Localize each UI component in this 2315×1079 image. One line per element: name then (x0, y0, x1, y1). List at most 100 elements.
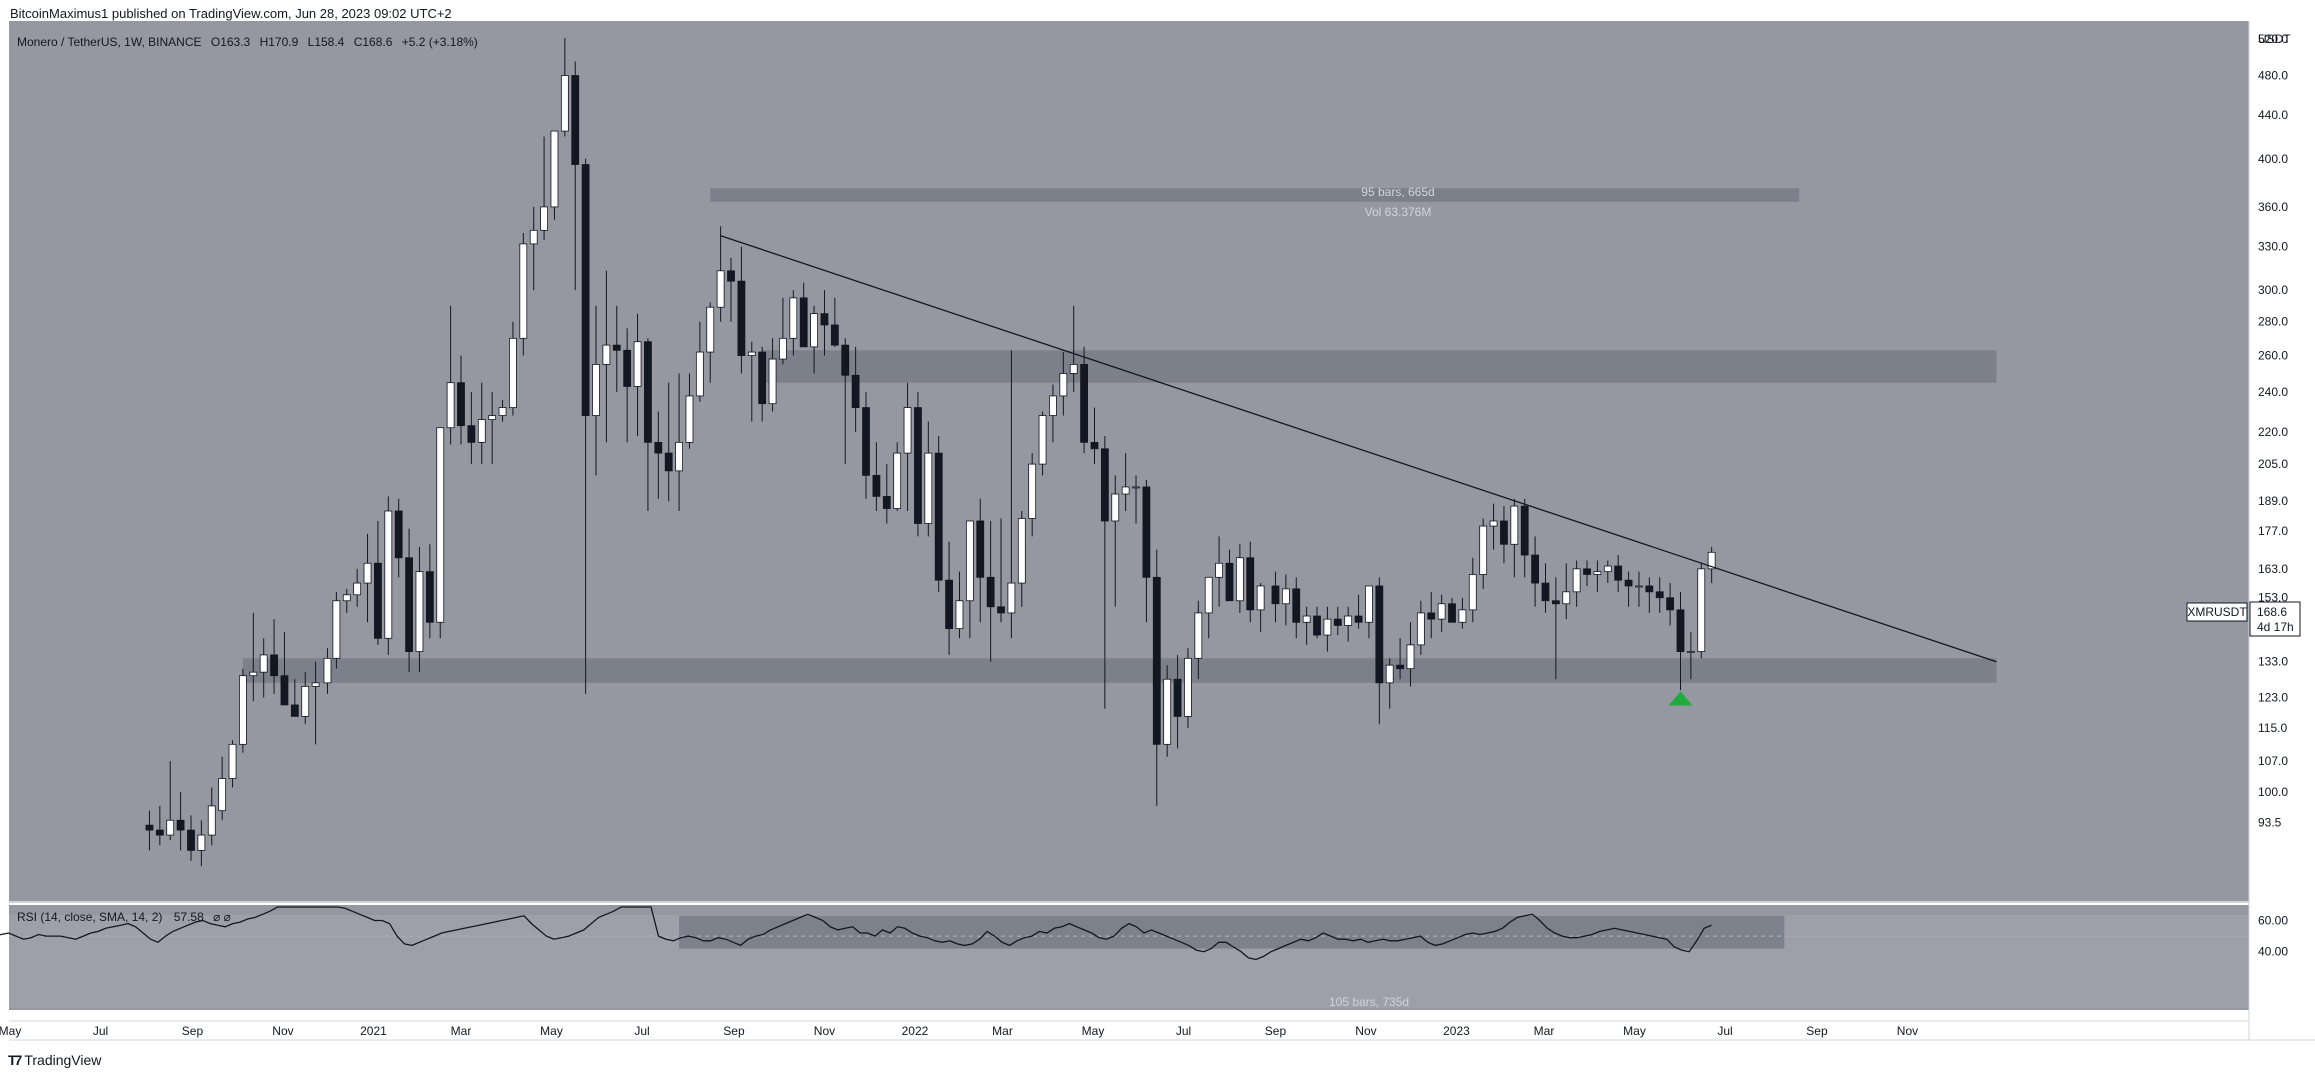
candle-body (664, 452, 673, 472)
candle-body (1406, 644, 1415, 670)
rsi-tick-label: 40.00 (2258, 945, 2288, 959)
time-tick-label: Jul (1717, 1024, 1732, 1038)
price-label: XMRUSDT 168.6 4d 17h (2186, 601, 2301, 637)
candle-body (1225, 562, 1234, 602)
time-tick-label: May (1082, 1024, 1105, 1038)
candle-body (1256, 585, 1265, 611)
candle-body (187, 829, 195, 851)
candle-body (457, 382, 465, 427)
publisher-line: BitcoinMaximus1 published on TradingView… (10, 6, 452, 21)
range-annotation-volume: Vol 63.376M (1365, 205, 1432, 219)
price-axis-unit: USDT (2258, 32, 2291, 46)
candle-body (498, 407, 507, 416)
candle-body (311, 682, 320, 687)
price-tick-label: 107.0 (2258, 754, 2288, 768)
zone-1 (710, 188, 1800, 202)
candle-body (1427, 612, 1436, 620)
candle-body (1121, 486, 1130, 495)
candle-body (1479, 525, 1488, 575)
footer-logo-text: TradingView (24, 1052, 102, 1068)
candlestick-series (145, 38, 1716, 867)
candle-body (1614, 565, 1623, 581)
candle-body (965, 520, 974, 602)
candle-body (1017, 518, 1026, 584)
candle-body (1132, 486, 1140, 489)
price-tick-label: 360.0 (2258, 200, 2288, 214)
candle-body (841, 344, 850, 376)
candle-body (830, 324, 839, 346)
candle-body (394, 510, 403, 559)
price-tick-label: 189.0 (2258, 494, 2288, 508)
candle-body (446, 382, 455, 429)
time-tick-label: Nov (1897, 1024, 1918, 1038)
candle-body (903, 407, 912, 454)
candle-body (259, 654, 268, 673)
time-tick-label: Sep (182, 1024, 204, 1038)
time-tick-label: Nov (272, 1024, 293, 1038)
time-tick-label: Mar (451, 1024, 472, 1038)
candle-body (747, 351, 756, 356)
candle-body (166, 819, 175, 836)
time-tick-label: May (1623, 1024, 1646, 1038)
green-arrow-shape (1668, 691, 1693, 706)
candle-body (862, 407, 870, 476)
price-tick-label: 163.0 (2258, 562, 2288, 576)
candle-body (550, 130, 559, 208)
candle-body (924, 452, 933, 524)
price-axis[interactable]: 520.0 480.0 440.0 400.0 360.0 330.0 300.0 280.0… (2250, 21, 2315, 901)
candle-body (1333, 618, 1342, 626)
candle-body (1235, 557, 1244, 602)
time-tick-label: 2023 (1443, 1024, 1470, 1038)
candle-body (1038, 415, 1047, 465)
candle-body (1323, 618, 1332, 636)
candle-body (623, 349, 632, 387)
candle-body (1686, 651, 1695, 653)
candle-body (374, 562, 382, 639)
symbol-legend: Monero / TetherUS, 1W, BINANCE O163.3 H1… (17, 35, 478, 49)
price-tick-label: 300.0 (2258, 283, 2288, 297)
time-axis[interactable]: May Jul Sep Nov 2021 Mar May Jul Sep Nov 2022 Mar Ma… (0, 1024, 1918, 1038)
candle-body (716, 270, 725, 308)
candle-body (228, 743, 237, 779)
candle-body (1163, 678, 1172, 745)
price-tag (2249, 601, 2301, 637)
candle-body (1007, 582, 1016, 614)
candle-body (1344, 615, 1353, 626)
time-tick-label: Nov (814, 1024, 835, 1038)
candle-body (1468, 574, 1477, 611)
candle-body (872, 474, 881, 497)
price-tick-label: 260.0 (2258, 349, 2288, 363)
price-tick-label: 330.0 (2258, 240, 2288, 254)
rsi-axis-bg (2250, 903, 2315, 1020)
candle-body (1111, 493, 1120, 522)
candle-body (1666, 597, 1675, 611)
price-tick-label: 240.0 (2258, 385, 2288, 399)
candle-body (1080, 364, 1088, 443)
candle-body (1572, 568, 1581, 593)
candle-body (509, 337, 517, 408)
candle-body (644, 341, 652, 443)
candle-body (1697, 568, 1706, 652)
candle-body (1365, 585, 1373, 623)
candle-body (592, 364, 600, 416)
candle-body (727, 270, 735, 282)
candle-body (706, 306, 715, 353)
candle-body (893, 452, 902, 509)
time-tick-label: 2021 (360, 1024, 387, 1038)
price-tick-label: 177.0 (2258, 524, 2288, 538)
candle-body (1541, 582, 1550, 602)
candle-body (332, 600, 341, 659)
candle-body (1635, 585, 1643, 588)
candle-body (155, 829, 164, 836)
zone-2 (762, 350, 1997, 383)
price-tick-label: 480.0 (2258, 69, 2288, 83)
support-resistance-zones (242, 188, 1997, 683)
candle-body (1448, 603, 1456, 623)
candle-body (218, 778, 227, 812)
candle-body (1645, 585, 1654, 593)
price-tick-label: 280.0 (2258, 315, 2288, 329)
candle-body (1152, 576, 1161, 745)
price-tag-value: 168.6 (2257, 605, 2287, 619)
footer: T7 TradingView (8, 1052, 101, 1068)
